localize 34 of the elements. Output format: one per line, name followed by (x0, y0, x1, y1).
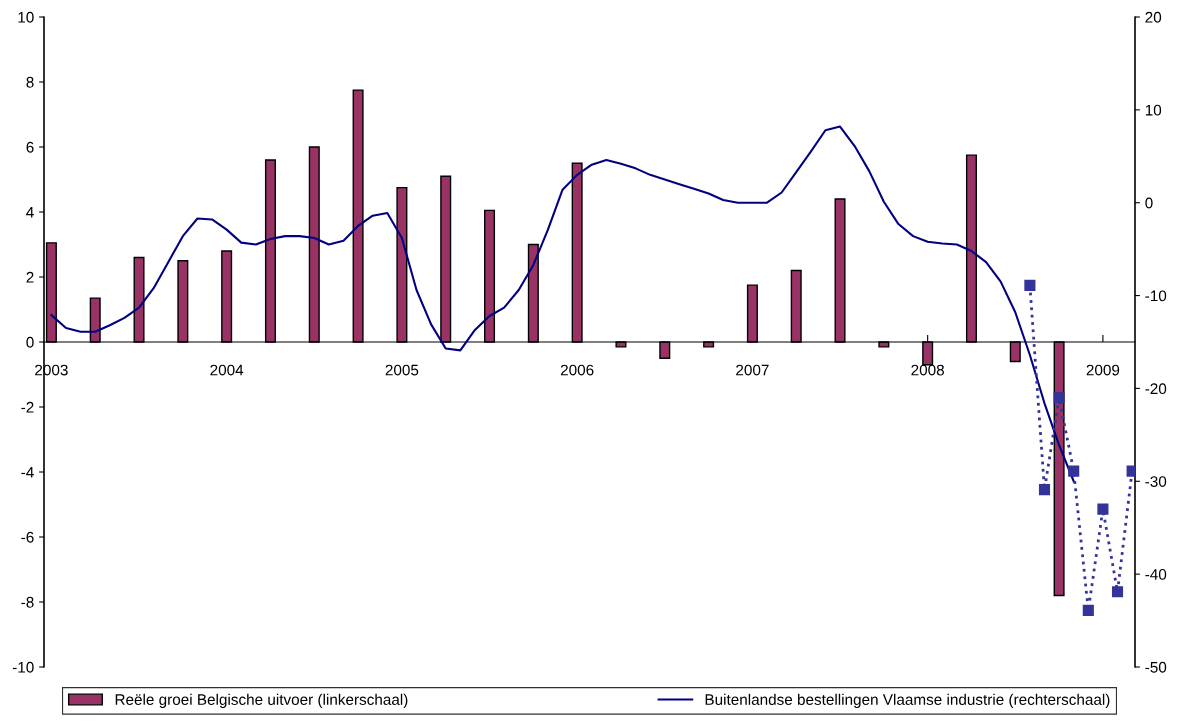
y2-tick-label: 20 (1145, 11, 1162, 23)
y-tick-label: 10 (18, 11, 34, 23)
point (1038, 484, 1051, 496)
y2-tick-label: -20 (1145, 383, 1167, 395)
x-tick-label: 2004 (210, 364, 244, 376)
y-tick-label: 6 (26, 141, 34, 153)
y-tick-label: 0 (26, 336, 34, 348)
y-tick-label: -4 (21, 467, 34, 478)
y2-tick-label: -50 (1145, 661, 1167, 673)
x-tick-label: 2009 (1086, 364, 1120, 376)
x-tick-label: 2006 (560, 364, 594, 376)
y2-tick-label: 0 (1145, 197, 1153, 209)
y-tick-label: 8 (26, 76, 34, 88)
point (1082, 604, 1094, 616)
y2-tick-label: -10 (1145, 290, 1167, 302)
point (1053, 392, 1065, 404)
y-tick-label: -10 (12, 661, 34, 673)
x-tick-label: 2008 (911, 364, 944, 376)
y-tick-label: -8 (21, 596, 34, 608)
point (1097, 503, 1109, 515)
y2-tick-label: -30 (1145, 476, 1167, 487)
y-tick-label: 4 (26, 207, 34, 218)
legend-label: Buitenlandse bestellingen Vlaamse industrie (rechterschaal) (705, 693, 1110, 708)
y-tick-label: -2 (21, 401, 34, 413)
x-tick-label: 2007 (736, 364, 769, 376)
legend-label: Reële groei Belgische uitvoer (linkerschaal) (115, 693, 408, 708)
y-tick-label: 2 (26, 271, 34, 283)
x-tick-label: 2005 (385, 364, 419, 376)
y-tick-label: -6 (21, 531, 34, 543)
y2-tick-label: -40 (1145, 569, 1167, 580)
point (1111, 586, 1124, 598)
y2-tick-label: 10 (1145, 104, 1162, 116)
point (1068, 465, 1080, 477)
point (1024, 279, 1036, 291)
